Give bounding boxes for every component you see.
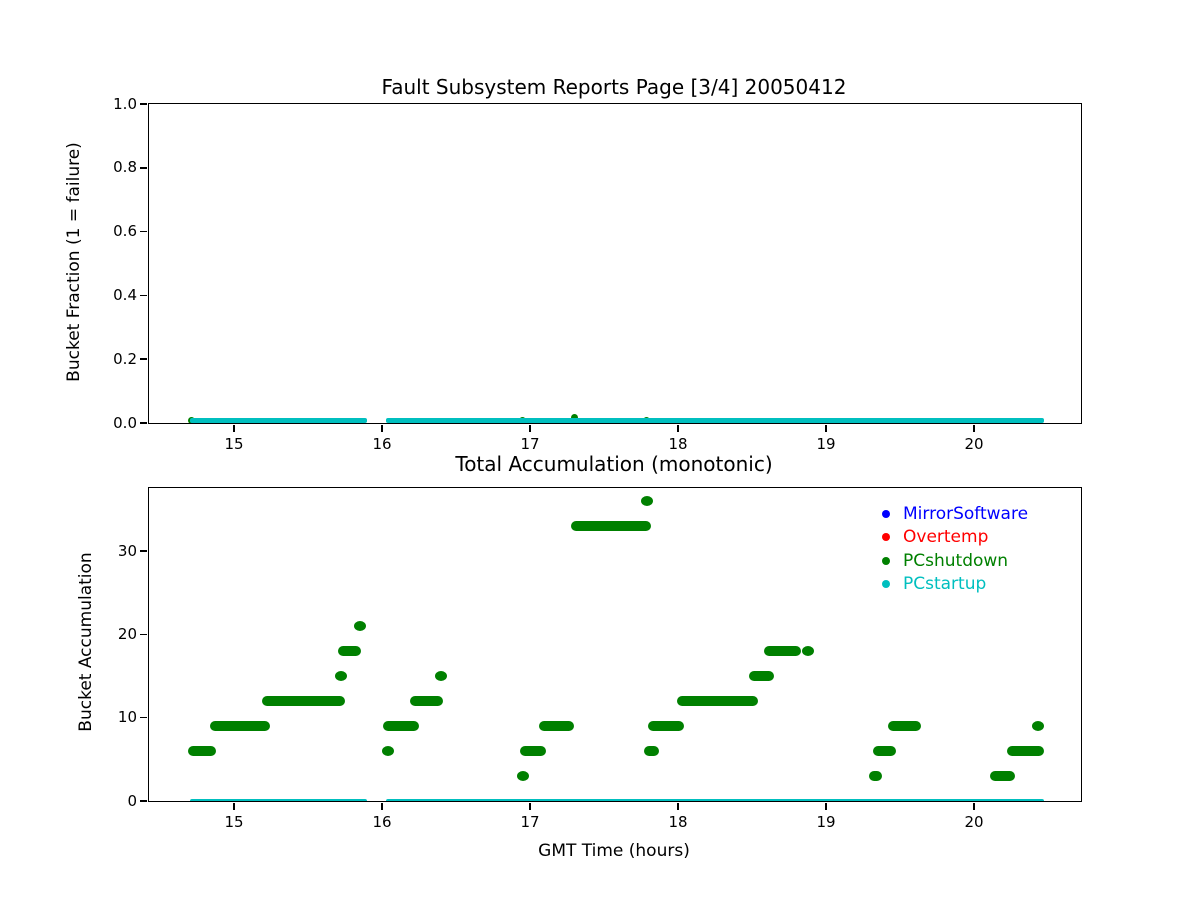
scatter-segment bbox=[210, 721, 270, 732]
scatter-segment bbox=[538, 721, 575, 732]
legend-item-mirrorsoftware: MirrorSoftware bbox=[882, 502, 1028, 526]
legend-label: PCshutdown bbox=[903, 550, 1009, 571]
scatter-point bbox=[802, 646, 815, 657]
x-tick-label: 16 bbox=[372, 435, 392, 453]
legend-marker-icon bbox=[882, 509, 890, 518]
x-tick-label: 18 bbox=[668, 813, 688, 831]
legend-label: MirrorSoftware bbox=[903, 503, 1029, 524]
x-tick-mark bbox=[973, 425, 975, 432]
y-tick-mark bbox=[140, 550, 147, 552]
y-tick-label: 0.2 bbox=[113, 349, 137, 368]
scatter-segment bbox=[749, 671, 775, 682]
y-tick-mark bbox=[140, 633, 147, 636]
y-tick-mark bbox=[140, 800, 147, 802]
x-tick-label: 19 bbox=[816, 813, 836, 831]
scatter-point bbox=[381, 746, 394, 757]
scatter-segment bbox=[676, 696, 758, 707]
x-tick-mark bbox=[381, 803, 383, 810]
y-tick-mark bbox=[140, 294, 147, 297]
y-tick-label: 0 bbox=[127, 791, 137, 810]
x-tick-label: 20 bbox=[964, 813, 984, 831]
x-tick-label: 19 bbox=[816, 435, 836, 453]
scatter-segment bbox=[188, 746, 217, 757]
legend-item-pcshutdown: PCshutdown bbox=[882, 549, 1028, 573]
x-tick-mark bbox=[825, 425, 827, 432]
data-line-segment bbox=[386, 798, 1044, 801]
legend-item-overtemp: Overtemp bbox=[882, 526, 1028, 550]
scatter-segment bbox=[410, 696, 443, 707]
y-tick-mark bbox=[140, 422, 147, 424]
legend: MirrorSoftware Overtemp PCshutdown PCstartu… bbox=[882, 502, 1028, 596]
scatter-segment bbox=[262, 696, 345, 707]
legend-marker-icon bbox=[882, 556, 890, 565]
x-tick-mark bbox=[825, 803, 827, 810]
x-tick-label: 18 bbox=[668, 435, 688, 453]
top-y-axis-label: Bucket Fraction (1 = failure) bbox=[64, 142, 84, 382]
x-tick-label: 17 bbox=[520, 435, 540, 453]
y-tick-label: 20 bbox=[117, 624, 137, 643]
y-tick-mark bbox=[140, 716, 147, 719]
top-plot-title: Fault Subsystem Reports Page [3/4] 20050… bbox=[381, 75, 847, 99]
x-tick-mark bbox=[233, 425, 235, 432]
scatter-segment bbox=[571, 521, 652, 532]
legend-label: PCstartup bbox=[903, 574, 987, 595]
data-line-segment bbox=[189, 798, 368, 801]
x-tick-mark bbox=[529, 803, 531, 810]
y-tick-label: 0.8 bbox=[113, 158, 137, 177]
bottom-plot-area bbox=[149, 488, 1081, 801]
scatter-segment bbox=[648, 721, 684, 732]
scatter-segment bbox=[337, 646, 362, 657]
y-tick-label: 1.0 bbox=[113, 94, 137, 113]
x-tick-mark bbox=[973, 803, 975, 810]
scatter-segment bbox=[519, 746, 547, 757]
scatter-point bbox=[353, 621, 366, 632]
x-tick-label: 15 bbox=[224, 435, 244, 453]
top-plot-area bbox=[149, 104, 1081, 423]
scatter-segment bbox=[888, 721, 921, 732]
x-tick-label: 15 bbox=[224, 813, 244, 831]
scatter-point bbox=[435, 671, 448, 682]
scatter-segment bbox=[990, 771, 1016, 781]
y-tick-label: 0.4 bbox=[113, 285, 137, 304]
legend-marker-icon bbox=[882, 580, 890, 589]
x-tick-mark bbox=[233, 803, 235, 810]
x-tick-mark bbox=[677, 425, 679, 432]
legend-item-pcstartup: PCstartup bbox=[882, 573, 1028, 597]
scatter-segment bbox=[1006, 746, 1044, 757]
scatter-point bbox=[1031, 721, 1044, 732]
y-tick-mark bbox=[140, 103, 147, 105]
y-tick-label: 30 bbox=[117, 541, 137, 560]
top-axes: 15 16 17 18 19 20 0.0 0.2 0.4 0.6 0.8 1.0 bbox=[113, 95, 1082, 453]
scatter-point bbox=[334, 671, 347, 682]
scatter-segment bbox=[868, 771, 883, 781]
bottom-axes: 15 16 17 18 19 20 0 10 20 30 bbox=[118, 487, 1082, 831]
scatter-segment bbox=[763, 646, 801, 657]
x-tick-mark bbox=[381, 425, 383, 432]
scatter-point bbox=[516, 771, 529, 781]
y-tick-mark bbox=[140, 358, 147, 360]
legend-marker-icon bbox=[882, 533, 890, 542]
bottom-plot-title: Total Accumulation (monotonic) bbox=[455, 452, 773, 476]
data-line-segment bbox=[189, 418, 368, 423]
scatter-segment bbox=[873, 746, 896, 757]
y-tick-label: 0.0 bbox=[113, 413, 137, 432]
x-tick-label: 20 bbox=[964, 435, 984, 453]
scatter-point bbox=[640, 496, 653, 507]
x-tick-mark bbox=[529, 425, 531, 432]
y-tick-mark bbox=[140, 230, 147, 233]
x-axis-label: GMT Time (hours) bbox=[538, 841, 690, 861]
scatter-point bbox=[570, 414, 578, 422]
scatter-segment bbox=[383, 721, 419, 732]
x-tick-label: 17 bbox=[520, 813, 540, 831]
x-tick-mark bbox=[677, 803, 679, 810]
data-line-segment bbox=[386, 418, 1044, 423]
y-tick-label: 10 bbox=[117, 708, 137, 727]
x-tick-label: 16 bbox=[372, 813, 392, 831]
y-tick-mark bbox=[140, 167, 147, 169]
y-tick-label: 0.6 bbox=[113, 222, 137, 241]
legend-label: Overtemp bbox=[903, 527, 989, 548]
scatter-segment bbox=[643, 746, 659, 757]
